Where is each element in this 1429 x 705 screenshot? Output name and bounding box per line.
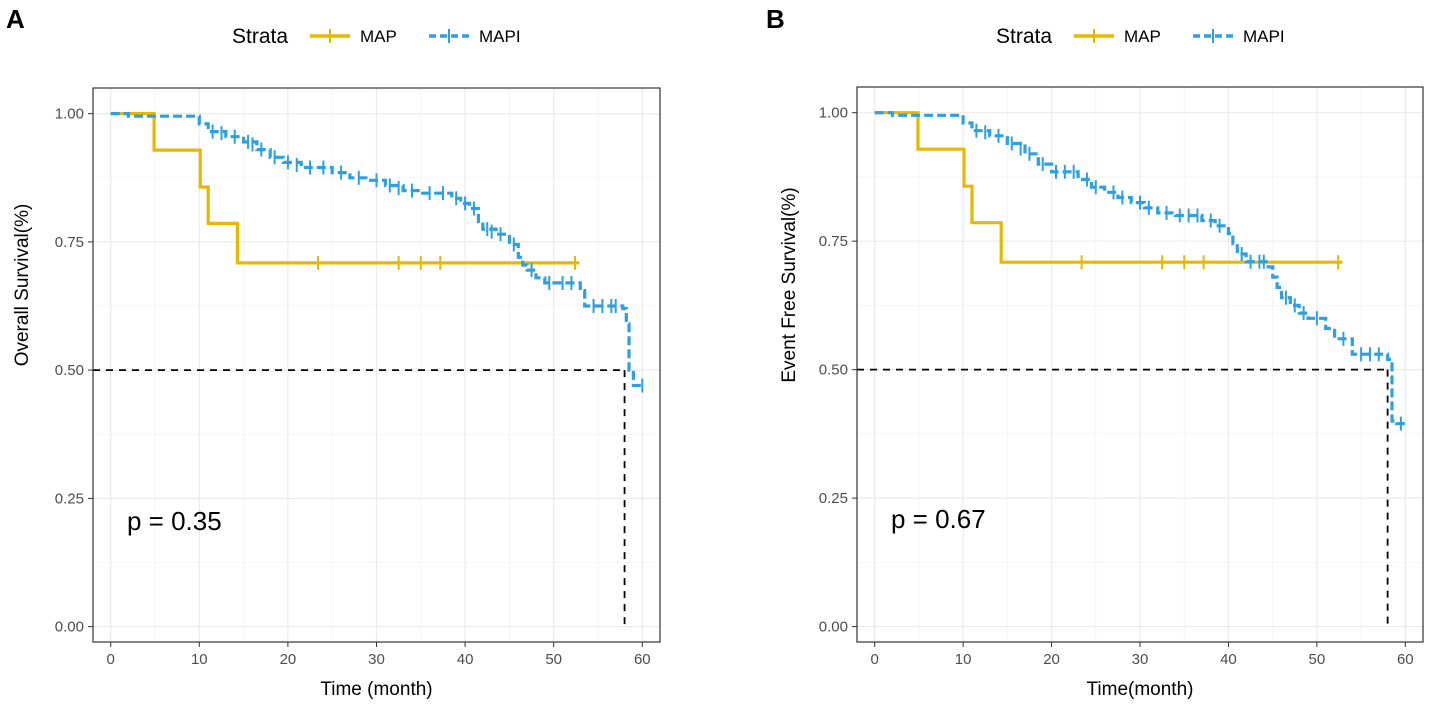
km-curve-map	[874, 111, 1343, 264]
x-tick-label: 40	[457, 651, 474, 668]
x-tick-label: 20	[1043, 651, 1060, 668]
series-map	[110, 112, 580, 270]
legend-label-map: MAP	[1124, 27, 1161, 46]
panel-label: B	[766, 4, 785, 34]
y-tick-label: 0.50	[819, 362, 848, 379]
y-tick-label: 1.00	[55, 106, 84, 123]
x-tick-label: 10	[191, 651, 208, 668]
y-tick-label: 0.00	[819, 619, 848, 636]
x-tick-label: 30	[1132, 651, 1149, 668]
series-mapi	[110, 112, 644, 393]
km-curve-mapi	[874, 111, 1406, 426]
legend-label-mapi: MAPI	[1243, 27, 1285, 46]
grid	[93, 88, 660, 642]
x-tick-label: 10	[955, 651, 972, 668]
x-tick-label: 60	[1397, 651, 1414, 668]
km-panel-a: A Strata MAP MAPI 0 10 20 30 40 50 60 0.00 0.25 0.50 0…	[6, 4, 661, 700]
x-axis-title: Time(month)	[1087, 679, 1194, 700]
x-tick-label: 40	[1220, 651, 1237, 668]
panel-label: A	[6, 4, 25, 34]
legend-label-mapi: MAPI	[479, 27, 521, 46]
y-tick-label: 0.50	[55, 362, 84, 379]
legend-title: Strata	[232, 25, 288, 48]
legend: Strata MAP MAPI	[232, 25, 521, 48]
x-tick-label: 50	[545, 651, 562, 668]
legend-title: Strata	[996, 25, 1052, 48]
y-tick-label: 0.25	[55, 490, 84, 507]
km-panel-b: B Strata MAP MAPI 0 10 20 30 40 50 60 0.00 0.25 0.50 0…	[766, 4, 1424, 700]
y-axis-title: Overall Survival(%)	[12, 204, 33, 367]
y-tick-label: 0.00	[55, 619, 84, 636]
x-tick-label: 0	[871, 651, 879, 668]
x-tick-label: 0	[107, 651, 115, 668]
km-curve-mapi	[110, 112, 643, 388]
series-mapi	[874, 111, 1406, 431]
x-tick-label: 20	[280, 651, 297, 668]
series-map	[874, 111, 1343, 270]
y-tick-label: 1.00	[819, 105, 848, 122]
p-value: p = 0.35	[127, 506, 222, 536]
x-tick-label: 60	[634, 651, 651, 668]
y-tick-label: 0.75	[55, 234, 84, 251]
x-tick-label: 50	[1309, 651, 1326, 668]
km-curve-map	[110, 112, 580, 265]
y-tick-label: 0.25	[819, 490, 848, 507]
x-axis-title: Time (month)	[320, 679, 432, 700]
legend-label-map: MAP	[360, 27, 397, 46]
legend: Strata MAP MAPI	[996, 25, 1285, 48]
p-value: p = 0.67	[891, 504, 986, 534]
x-tick-label: 30	[368, 651, 385, 668]
plot-border	[92, 87, 661, 643]
y-axis-title: Event Free Survival(%)	[779, 187, 800, 382]
y-tick-label: 0.75	[819, 233, 848, 250]
plot-border	[856, 86, 1424, 643]
